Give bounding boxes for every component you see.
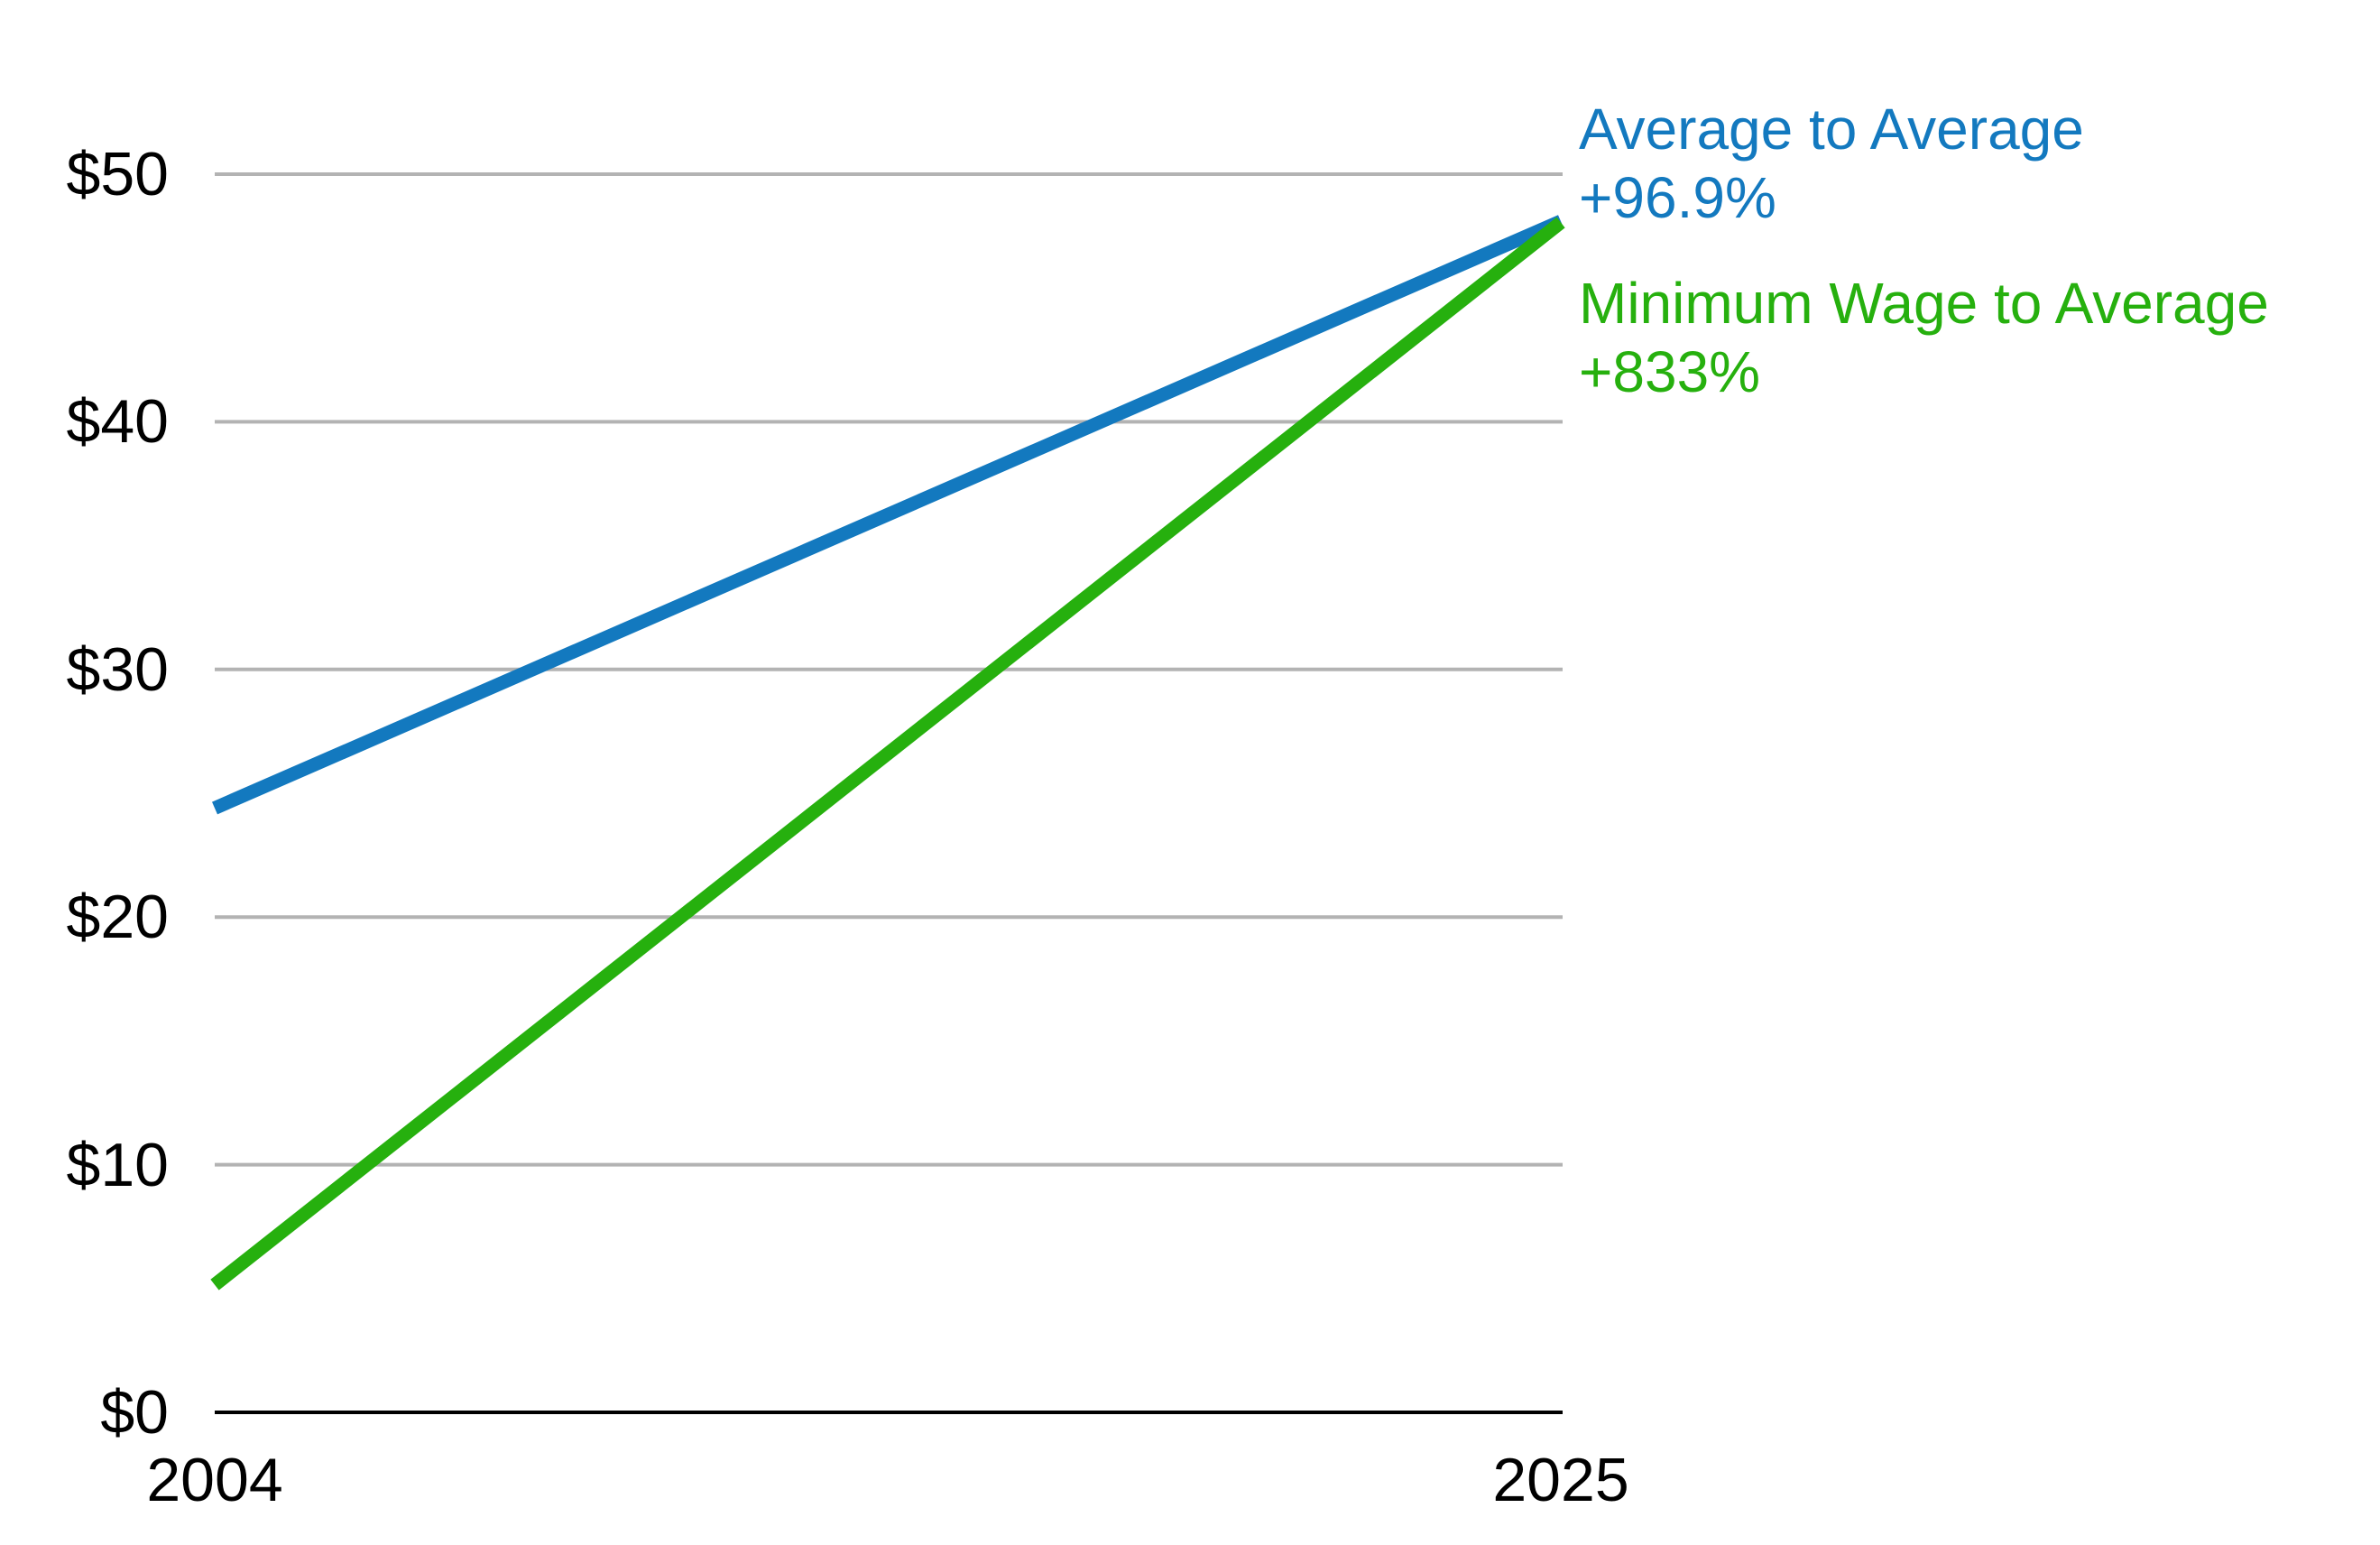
y-tick-label-20: $20 <box>66 883 169 952</box>
y-tick-label-30: $30 <box>66 634 169 704</box>
x-tick-2025: 2025 <box>1492 1446 1629 1514</box>
y-tick-label-10: $10 <box>66 1130 169 1199</box>
legend-average-to-average: Average to Average +96.9% <box>1579 95 2084 232</box>
legend-minimum-wage-to-average: Minimum Wage to Average +833% <box>1579 269 2269 406</box>
legend-series-1-label: Average to Average <box>1579 97 2084 162</box>
y-tick-label-0: $0 <box>100 1378 169 1447</box>
legend-series-2-label: Minimum Wage to Average <box>1579 271 2269 336</box>
y-axis-tick-labels: $0 $10 $20 $30 $40 $50 <box>0 0 169 1545</box>
gridlines <box>215 172 1563 1167</box>
x-tick-2004: 2004 <box>146 1446 283 1514</box>
legend-series-2-change: +833% <box>1579 339 1761 404</box>
series-line-average-to-average <box>212 215 1564 815</box>
series-lines <box>210 215 1565 1291</box>
y-tick-label-40: $40 <box>66 387 169 457</box>
legend-series-1-change: +96.9% <box>1579 165 1776 230</box>
y-tick-label-50: $50 <box>66 140 169 208</box>
series-line-minimum-wage-to-average <box>210 217 1565 1291</box>
